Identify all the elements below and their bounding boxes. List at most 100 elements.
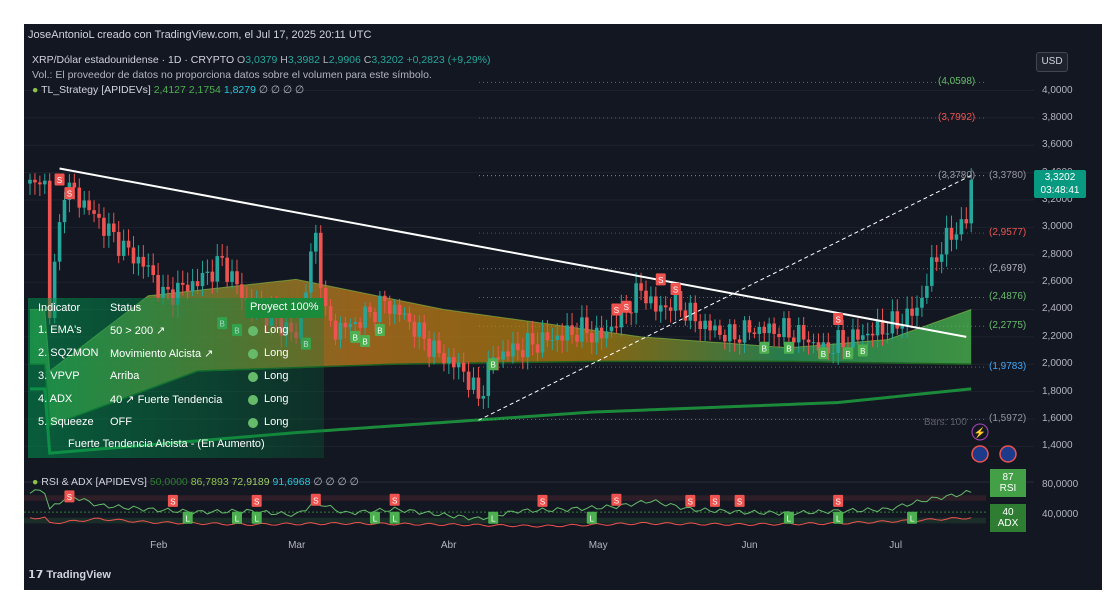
rsi-axis-40: 40,0000 xyxy=(1042,509,1079,520)
rsi-overbought-zone xyxy=(24,495,986,501)
buy-signal-label: B xyxy=(491,361,496,370)
candle-body xyxy=(461,362,466,372)
buy-signal xyxy=(759,341,770,354)
sell-signal xyxy=(734,494,745,507)
candle-body xyxy=(831,353,836,355)
candle-body xyxy=(511,343,515,357)
price-chart[interactable]: SSSSSSSBBBBBBBBBBBBSSSSSSSSSSSLLLLLLLLLL… xyxy=(24,24,1102,590)
candle-body xyxy=(920,297,924,308)
candle-body xyxy=(915,307,919,316)
candle-body xyxy=(136,256,141,264)
candle-body xyxy=(107,223,111,236)
buy-signal xyxy=(360,334,371,347)
candle-body xyxy=(111,223,116,233)
buy-signal-label: L xyxy=(185,514,190,523)
candle-body xyxy=(210,271,215,282)
buy-signal-label: L xyxy=(491,514,496,523)
sell-signal-label: S xyxy=(57,176,62,185)
price-axis-label: 2,4000 xyxy=(1042,303,1073,315)
indicator-signal: Long xyxy=(264,370,289,382)
strategy-legend[interactable]: ● TL_Strategy [APIDEVs] 2,4127 2,1754 1,… xyxy=(32,84,304,96)
candle-body xyxy=(545,332,550,341)
candle-body xyxy=(215,256,220,282)
candle-body xyxy=(368,306,372,313)
buy-signal xyxy=(231,511,242,524)
indicator-status: Arriba xyxy=(110,370,140,382)
candle-body xyxy=(427,338,431,357)
header-status: Status xyxy=(110,302,142,314)
candle-body xyxy=(589,332,594,343)
lightning-icon xyxy=(971,423,989,441)
candle-body xyxy=(141,256,146,267)
strategy-value-3: 1,8279 xyxy=(223,84,256,96)
candle-body xyxy=(358,322,362,328)
rsi-value-tag: 87 RSI xyxy=(990,469,1026,497)
rsi-legend[interactable]: ● RSI & ADX [APIDEVS] 50,0000 86,7893 72… xyxy=(32,476,359,488)
candle-body xyxy=(585,317,589,333)
candle-body xyxy=(383,295,387,301)
candle-body xyxy=(614,326,619,328)
price-axis-label: 2,8000 xyxy=(1042,248,1073,260)
candle-body xyxy=(861,335,865,340)
candle-body xyxy=(501,351,505,360)
candle-body xyxy=(713,325,717,331)
high-value: 3,3982 xyxy=(287,54,320,66)
candle-body xyxy=(929,257,934,286)
indicator-status: 50 > 200 ↗ xyxy=(110,325,166,337)
candle-body xyxy=(392,304,397,314)
buy-signal xyxy=(369,511,380,524)
candle-body xyxy=(176,282,180,305)
candle-body xyxy=(870,333,875,336)
sell-signal-label: S xyxy=(614,496,619,505)
indicator-signal: Long xyxy=(264,324,289,336)
rsi-value-1: 50,0000 xyxy=(149,476,188,488)
candle-body xyxy=(939,254,944,262)
table-footer: Fuerte Tendencia Alcista - (En Aumento) xyxy=(68,438,265,450)
candle-body xyxy=(944,227,949,255)
candle-body xyxy=(732,324,737,340)
buy-signal-label: L xyxy=(590,514,595,523)
candle-body xyxy=(792,337,796,343)
candle-body xyxy=(782,318,786,338)
buy-signal-label: L xyxy=(787,514,792,523)
buy-signal-label: L xyxy=(373,514,378,523)
sell-signal-label: S xyxy=(67,190,72,199)
rsi-line xyxy=(29,489,972,521)
status-dot-icon xyxy=(248,395,258,405)
candle-body xyxy=(62,199,67,223)
bars-label: Bars: 100 xyxy=(924,417,967,428)
candle-body xyxy=(796,325,801,343)
candle-body xyxy=(161,286,165,298)
candle-body xyxy=(826,342,831,354)
candle-body xyxy=(905,308,909,326)
candle-body xyxy=(506,351,510,357)
high-label: H xyxy=(280,54,288,66)
candle-body xyxy=(97,213,101,218)
price-axis-label: 2,2000 xyxy=(1042,330,1073,342)
candle-body xyxy=(856,329,860,340)
candle-body xyxy=(432,340,436,357)
candle-body xyxy=(328,305,333,321)
sell-signal-label: S xyxy=(737,497,742,506)
sell-signal xyxy=(251,494,262,507)
candle-body xyxy=(767,323,771,334)
currency-button[interactable]: USD xyxy=(1036,52,1068,72)
candle-body xyxy=(456,362,461,368)
candle-body xyxy=(900,325,905,329)
candle-body xyxy=(969,179,974,224)
candle-body xyxy=(338,322,343,340)
strategy-name: TL_Strategy [APIDEVs] xyxy=(41,84,151,96)
candle-body xyxy=(658,305,663,312)
level-label: (2,2775) xyxy=(989,320,1027,332)
trendline-down xyxy=(59,167,967,338)
price-axis-label: 1,8000 xyxy=(1042,385,1073,397)
buy-signal xyxy=(586,511,597,524)
sell-signal xyxy=(64,187,75,200)
candle-body xyxy=(466,371,471,390)
candle-body xyxy=(752,332,757,335)
sell-signal xyxy=(64,490,75,503)
buy-signal-label: B xyxy=(786,344,791,353)
buy-signal xyxy=(389,511,400,524)
candle-body xyxy=(575,334,579,342)
rsi-name: RSI & ADX [APIDEVS] xyxy=(41,476,147,488)
